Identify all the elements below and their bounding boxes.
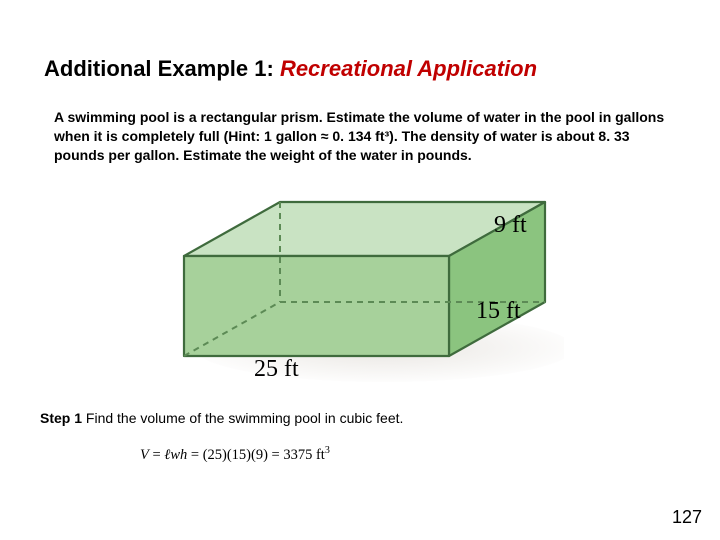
step-text: Find the volume of the swimming pool in … <box>82 410 403 426</box>
width-label: 15 ft <box>476 298 521 325</box>
title-italic: Recreational Application <box>280 56 537 81</box>
formula-exp: 3 <box>325 445 330 456</box>
slide-title: Additional Example 1: Recreational Appli… <box>44 56 537 82</box>
formula-mid: = (25)(15)(9) = 3375 ft <box>187 447 325 463</box>
page-number: 127 <box>672 507 702 528</box>
volume-formula: V = ℓwh = (25)(15)(9) = 3375 ft3 <box>140 445 330 464</box>
prism-front-face <box>184 256 449 356</box>
formula-eq1: = <box>149 447 164 463</box>
formula-wh: wh <box>170 447 187 463</box>
step-1-line: Step 1 Find the volume of the swimming p… <box>40 410 403 426</box>
problem-statement: A swimming pool is a rectangular prism. … <box>54 108 666 165</box>
title-plain: Additional Example 1: <box>44 56 280 81</box>
length-label: 25 ft <box>254 356 299 383</box>
step-label: Step 1 <box>40 410 82 426</box>
formula-v: V <box>140 447 149 463</box>
prism-diagram: 9 ft 15 ft 25 ft <box>144 188 564 388</box>
height-label: 9 ft <box>494 212 527 239</box>
